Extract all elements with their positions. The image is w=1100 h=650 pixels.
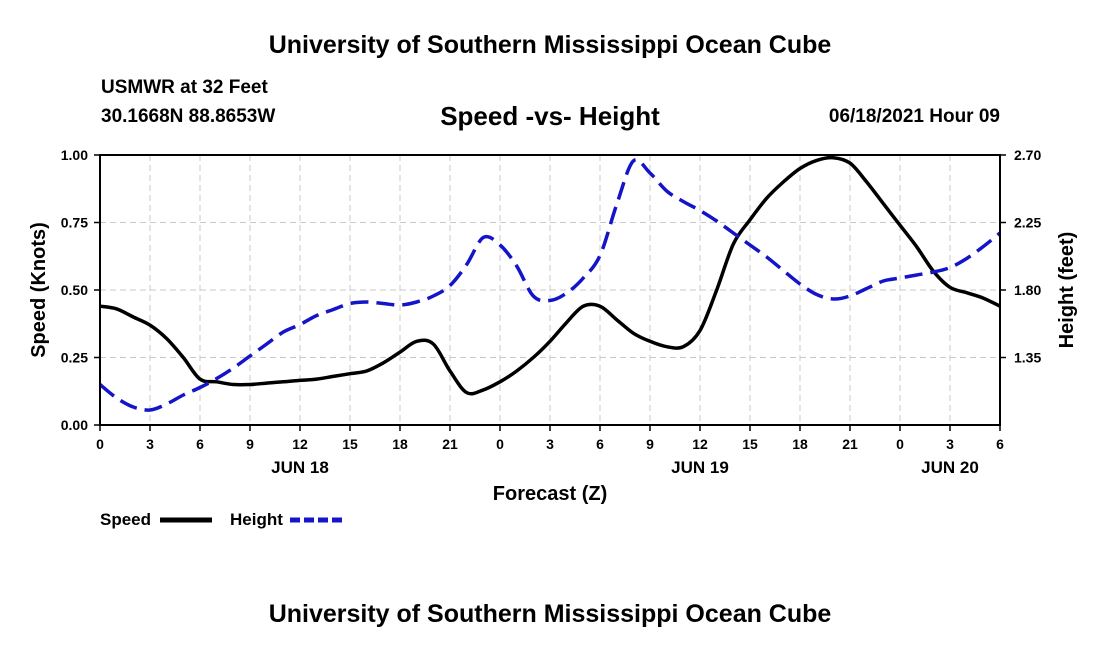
series-layer: [98, 155, 1002, 412]
y-tick-label-left: 0.50: [61, 282, 88, 298]
station-coordinates: 30.1668N 88.8653W: [101, 106, 276, 127]
grid: [100, 154, 1000, 425]
y-tick-label-left: 0.00: [61, 417, 88, 433]
y-tick-label-right: 1.80: [1014, 282, 1041, 298]
x-tick-label: 18: [392, 436, 408, 452]
forecast-date: 06/18/2021 Hour 09: [828, 106, 1000, 127]
x-tick-label: 3: [146, 436, 154, 452]
y-axis-label-right: Height (feet): [1056, 232, 1078, 349]
x-date-label: JUN 19: [671, 458, 729, 477]
series-line-height: [98, 158, 1002, 412]
y-tick-label-right: 1.35: [1014, 350, 1041, 366]
x-tick-label: 18: [792, 436, 808, 452]
x-date-label: JUN 18: [271, 458, 329, 477]
x-tick-label: 0: [496, 436, 504, 452]
page-title-top: University of Southern Mississippi Ocean…: [268, 31, 832, 59]
x-tick-label: 9: [646, 436, 654, 452]
x-tick-label: 6: [996, 436, 1004, 452]
x-tick-label: 21: [842, 436, 858, 452]
x-tick-label: 3: [946, 436, 954, 452]
x-tick-label: 3: [546, 436, 554, 452]
y-tick-label-left: 1.00: [61, 147, 88, 163]
y-tick-label-left: 0.75: [61, 215, 88, 231]
x-date-label: JUN 20: [921, 458, 979, 477]
y-tick-label-right: 2.25: [1014, 215, 1041, 231]
chart-title: Speed -vs- Height: [440, 101, 660, 131]
y-tick-label-left: 0.25: [61, 350, 88, 366]
legend-speed-label: Speed: [100, 510, 151, 529]
page-title-bottom: University of Southern Mississippi Ocean…: [268, 600, 832, 628]
x-tick-label: 12: [692, 436, 708, 452]
y-tick-label-right: 2.70: [1014, 147, 1041, 163]
station-label: USMWR at 32 Feet: [101, 77, 268, 98]
legend-height-label: Height: [230, 510, 283, 529]
x-tick-label: 15: [342, 436, 358, 452]
series-line-speed: [99, 155, 1001, 396]
x-tick-label: 0: [96, 436, 104, 452]
x-tick-label: 6: [596, 436, 604, 452]
x-tick-label: 12: [292, 436, 308, 452]
x-tick-label: 0: [896, 436, 904, 452]
x-tick-label: 9: [246, 436, 254, 452]
x-tick-label: 21: [442, 436, 458, 452]
axes: 0 3 6 9 12 15 18 21 0 3 6 9 12 15 18 21 0 3 6 JUN 18 JUN 19 J…: [61, 147, 1042, 477]
x-tick-label: 15: [742, 436, 758, 452]
x-axis-label: Forecast (Z): [493, 483, 607, 505]
legend: Speed Height: [100, 510, 342, 529]
x-tick-label: 6: [196, 436, 204, 452]
y-axis-label-left: Speed (Knots): [28, 222, 50, 358]
